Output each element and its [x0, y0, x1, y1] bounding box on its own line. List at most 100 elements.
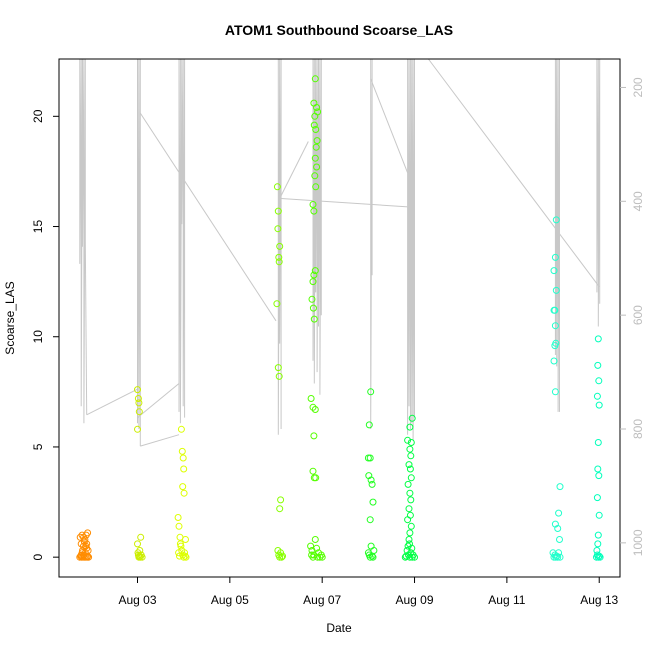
data-point	[276, 505, 284, 513]
data-point	[408, 414, 416, 422]
data-point	[274, 207, 282, 215]
data-point	[366, 454, 374, 462]
data-point	[311, 75, 319, 83]
data-point	[595, 377, 603, 385]
data-point	[134, 395, 142, 402]
data-point	[85, 553, 93, 561]
data-point	[84, 552, 92, 560]
y-axis: 0 5 10 15 20	[31, 109, 59, 561]
track-line	[554, 58, 560, 412]
data-point	[275, 258, 283, 266]
data-point	[594, 465, 602, 473]
data-point	[179, 483, 187, 491]
data-point	[179, 454, 187, 462]
data-point	[556, 536, 563, 543]
data-points	[76, 75, 604, 561]
data-point	[275, 253, 283, 261]
data-point	[177, 425, 185, 433]
data-point	[180, 553, 188, 561]
data-point	[366, 516, 374, 524]
track-line	[281, 198, 410, 208]
data-point	[367, 542, 375, 550]
track-line	[277, 58, 282, 435]
data-point	[368, 480, 376, 488]
data-point	[307, 542, 315, 550]
data-point	[175, 549, 183, 557]
right-y-tick-label: 800	[631, 419, 645, 439]
data-point	[405, 461, 413, 469]
data-point	[411, 553, 418, 561]
data-point	[407, 452, 415, 460]
data-point	[595, 511, 603, 519]
data-point	[406, 423, 414, 431]
data-point	[180, 465, 188, 473]
data-point	[278, 553, 286, 561]
data-point	[367, 476, 375, 484]
y-axis-label: Scoarse_LAS	[3, 281, 17, 354]
track-line	[178, 58, 186, 424]
data-point	[312, 126, 320, 133]
data-point	[277, 496, 285, 504]
data-point	[307, 395, 315, 402]
data-point	[404, 480, 412, 488]
data-point	[407, 439, 415, 446]
data-point	[309, 467, 317, 475]
data-point	[134, 386, 141, 394]
track-line	[86, 388, 138, 416]
x-tick-label: Aug 07	[303, 593, 341, 607]
data-point	[593, 494, 601, 502]
data-point	[137, 533, 145, 541]
data-point	[551, 342, 559, 350]
data-point	[311, 112, 319, 120]
track-line	[370, 78, 409, 173]
track-line	[137, 383, 180, 418]
track-line	[428, 58, 600, 288]
right-y-tick-label: 200	[631, 77, 645, 97]
data-point	[310, 315, 318, 323]
data-point	[401, 553, 409, 561]
data-point	[551, 253, 559, 261]
data-point	[274, 364, 282, 372]
data-point	[369, 498, 377, 506]
data-point	[274, 225, 282, 233]
data-point	[594, 531, 602, 539]
data-point	[406, 465, 414, 473]
x-axis: Aug 03 Aug 05 Aug 07 Aug 09 Aug 11 Aug 13	[118, 577, 619, 607]
data-point	[550, 357, 558, 365]
data-point	[308, 295, 316, 303]
data-point	[309, 201, 317, 208]
data-point	[310, 432, 318, 440]
data-point	[407, 496, 415, 504]
data-point	[174, 514, 182, 521]
data-point	[311, 406, 319, 413]
track-line	[596, 58, 601, 327]
data-point	[312, 143, 320, 151]
data-point	[182, 553, 190, 561]
y-tick-label: 10	[31, 330, 45, 344]
data-point	[311, 536, 319, 543]
y-tick-label: 0	[31, 554, 45, 561]
right-y-axis: 200 400 600 800 1000	[620, 77, 645, 556]
data-point	[181, 552, 189, 560]
x-tick-label: Aug 11	[488, 593, 525, 607]
data-point	[314, 553, 322, 561]
data-point	[313, 544, 321, 552]
data-point	[279, 552, 286, 560]
data-point	[311, 267, 319, 275]
data-point	[180, 489, 188, 497]
x-tick-label: Aug 13	[580, 593, 618, 607]
data-point	[408, 544, 416, 552]
track-line	[140, 434, 180, 447]
y-tick-label: 5	[31, 443, 45, 450]
data-point	[135, 399, 143, 407]
data-point	[595, 401, 603, 409]
x-tick-label: Aug 03	[118, 593, 156, 607]
data-point	[82, 542, 90, 550]
data-point	[138, 553, 146, 561]
data-point	[407, 549, 415, 557]
data-point	[404, 516, 412, 524]
data-point	[176, 540, 184, 548]
data-point	[594, 540, 602, 548]
data-point	[312, 183, 320, 191]
data-point	[309, 278, 317, 286]
